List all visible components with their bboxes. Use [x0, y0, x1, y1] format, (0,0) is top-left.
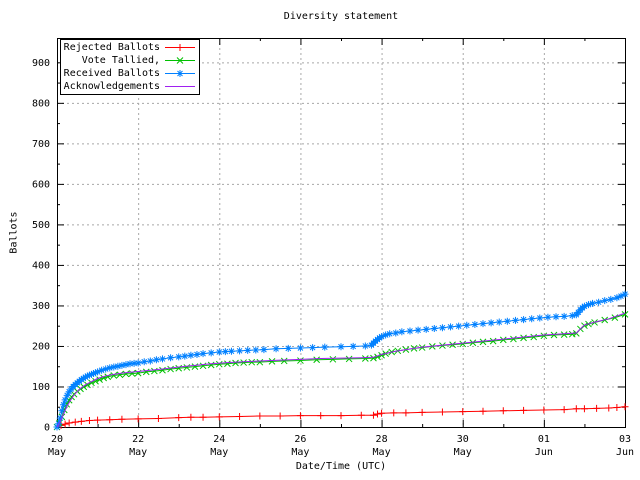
axis-ticks: [57, 38, 626, 428]
series-acknowledgements: [56, 312, 626, 428]
y-tick-label: 500: [32, 220, 50, 231]
legend-sample-marker-plus: [176, 44, 184, 51]
y-tick-label: 600: [32, 179, 50, 190]
x-tick-label-day: 30: [457, 434, 469, 445]
x-tick-label-day: 01: [538, 434, 550, 445]
legend: Rejected Ballots Vote Tallied, Received …: [60, 39, 200, 95]
x-tick-label-month: May: [291, 447, 309, 458]
legend-sample-marker-star: [176, 70, 184, 77]
x-tick-label-month: Jun: [616, 447, 634, 458]
series-line-vote-tallied: [56, 313, 626, 428]
series-line-acknowledgements: [56, 312, 626, 428]
legend-row-rejected: Rejected Ballots: [61, 41, 199, 54]
legend-label-tallied: Vote Tallied,: [81, 55, 160, 66]
legend-line-sample-received: [165, 70, 195, 77]
legend-line-sample-rejected: [165, 44, 195, 51]
y-tick-label: 900: [32, 58, 50, 69]
series-received-ballots: [53, 290, 629, 431]
x-tick-label-month: Jun: [535, 447, 553, 458]
chart-title: Diversity statement: [283, 11, 399, 22]
legend-row-tallied: Vote Tallied,: [61, 54, 199, 67]
gridlines: [57, 38, 625, 427]
y-tick-label: 100: [32, 382, 50, 393]
y-tick-label: 700: [32, 139, 50, 150]
x-tick-label-month: May: [48, 447, 66, 458]
legend-label-rejected: Rejected Ballots: [63, 42, 160, 53]
x-tick-label-day: 28: [376, 434, 388, 445]
tick-labels: 0 100 200 300 400 500 600 700 800 900 20 May 22 May 24…: [32, 58, 634, 458]
legend-label-received: Received Ballots: [63, 68, 160, 79]
y-tick-label: 0: [44, 423, 50, 434]
x-tick-label-month: May: [129, 447, 147, 458]
plot-border: [57, 38, 626, 428]
legend-row-received: Received Ballots: [61, 67, 199, 80]
x-tick-label-month: May: [210, 447, 228, 458]
legend-label-acknowledgements: Acknowledgements: [63, 81, 160, 92]
y-tick-label: 300: [32, 301, 50, 312]
x-tick-label-day: 20: [51, 434, 63, 445]
x-tick-label-day: 03: [619, 434, 631, 445]
series-line-received-ballots: [56, 293, 626, 428]
x-tick-label-day: 26: [294, 434, 306, 445]
x-axis-label: Date/Time (UTC): [295, 461, 387, 472]
x-tick-label-month: May: [454, 447, 472, 458]
y-tick-label: 800: [32, 98, 50, 109]
legend-line-sample-acknowledgements: [165, 86, 195, 87]
y-tick-label: 400: [32, 260, 50, 271]
legend-sample-marker-cross: [176, 57, 184, 64]
legend-row-acknowledgements: Acknowledgements: [61, 80, 199, 93]
x-tick-label-day: 22: [132, 434, 144, 445]
y-tick-label: 200: [32, 341, 50, 352]
x-tick-label-month: May: [373, 447, 391, 458]
legend-line-sample-tallied: [165, 57, 195, 64]
x-tick-label-day: 24: [213, 434, 225, 445]
